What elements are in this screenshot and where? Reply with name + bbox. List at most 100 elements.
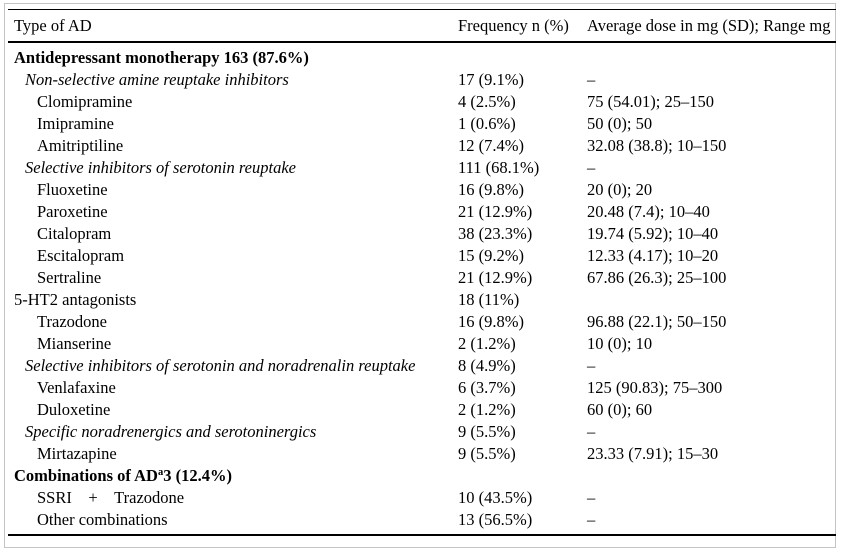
table-row: Paroxetine 21 (12.9%) 20.48 (7.4); 10–40: [8, 201, 836, 223]
column-header-type-of-ad: Type of AD: [14, 16, 92, 35]
type-of-ad-cell: Venlafaxine: [8, 377, 116, 399]
row-label: Mianserine: [37, 334, 112, 353]
dose-cell: 60 (0); 60: [587, 400, 653, 419]
dose-cell: 10 (0); 10: [587, 334, 653, 353]
table-row: Antidepressant monotherapy 163 (87.6%): [8, 47, 836, 69]
row-label: Mirtazapine: [37, 444, 117, 463]
type-of-ad-cell: Mianserine: [8, 333, 111, 355]
column-header-frequency: Frequency n (%): [458, 16, 569, 35]
type-of-ad-cell: Other combinations: [8, 509, 168, 531]
row-label: Selective inhibitors of serotonin reupta…: [25, 158, 296, 177]
frequency-cell: 2 (1.2%): [458, 334, 516, 353]
type-of-ad-cell: 5-HT2 antagonists: [8, 289, 136, 311]
dose-cell: 12.33 (4.17); 10–20: [587, 246, 719, 265]
dose-cell: 19.74 (5.92); 10–40: [587, 224, 719, 243]
row-label: Escitalopram: [37, 246, 125, 265]
type-of-ad-cell: Selective inhibitors of serotonin reupta…: [8, 157, 296, 179]
type-of-ad-cell: Paroxetine: [8, 201, 108, 223]
frequency-cell: 9 (5.5%): [458, 444, 516, 463]
type-of-ad-cell: Specific noradrenergics and serotoninerg…: [8, 421, 316, 443]
type-of-ad-cell: Amitriptiline: [8, 135, 123, 157]
dose-cell: –: [587, 422, 596, 441]
frequency-cell: 2 (1.2%): [458, 400, 516, 419]
dose-cell: 20.48 (7.4); 10–40: [587, 202, 710, 221]
row-label: Sertraline: [37, 268, 102, 287]
table-row: Combinations of ADa3 (12.4%): [8, 465, 836, 487]
table-row: Sertraline 21 (12.9%) 67.86 (26.3); 25–100: [8, 267, 836, 289]
row-label: Duloxetine: [37, 400, 111, 419]
dose-cell: –: [587, 510, 596, 529]
dose-cell: 125 (90.83); 75–300: [587, 378, 723, 397]
column-header-average-dose: Average dose in mg (SD); Range mg: [587, 16, 831, 35]
type-of-ad-cell: Non-selective amine reuptake inhibitors: [8, 69, 289, 91]
row-label: Trazodone: [37, 312, 107, 331]
row-label-suffix: 3 (12.4%): [163, 466, 232, 485]
type-of-ad-cell: Duloxetine: [8, 399, 110, 421]
frequency-cell: 8 (4.9%): [458, 356, 516, 375]
type-of-ad-cell: Selective inhibitors of serotonin and no…: [8, 355, 415, 377]
footnote-marker: a: [157, 467, 164, 478]
frequency-cell: 4 (2.5%): [458, 92, 516, 111]
table-row: Escitalopram 15 (9.2%) 12.33 (4.17); 10–20: [8, 245, 836, 267]
dose-cell: 67.86 (26.3); 25–100: [587, 268, 727, 287]
table-body: Antidepressant monotherapy 163 (87.6%) No…: [8, 43, 836, 536]
row-label: Specific noradrenergics and serotoninerg…: [25, 422, 317, 441]
frequency-cell: 18 (11%): [458, 290, 520, 309]
type-of-ad-cell: Imipramine: [8, 113, 114, 135]
table-row: Non-selective amine reuptake inhibitors 1…: [8, 69, 836, 91]
dose-cell: 20 (0); 20: [587, 180, 653, 199]
table-row: Clomipramine 4 (2.5%) 75 (54.01); 25–150: [8, 91, 836, 113]
table-row: SSRI + Trazodone 10 (43.5%) –: [8, 487, 836, 509]
frequency-cell: 1 (0.6%): [458, 114, 516, 133]
frequency-cell: 16 (9.8%): [458, 180, 524, 199]
type-of-ad-cell: Sertraline: [8, 267, 101, 289]
type-of-ad-cell: Escitalopram: [8, 245, 124, 267]
table-row: Citalopram 38 (23.3%) 19.74 (5.92); 10–40: [8, 223, 836, 245]
frequency-cell: 21 (12.9%): [458, 202, 533, 221]
table-row: Mirtazapine 9 (5.5%) 23.33 (7.91); 15–30: [8, 443, 836, 465]
row-label: Imipramine: [37, 114, 114, 133]
table-row: Other combinations 13 (56.5%) –: [8, 509, 836, 531]
frequency-cell: 17 (9.1%): [458, 70, 524, 89]
table-row: Selective inhibitors of serotonin and no…: [8, 355, 836, 377]
dose-cell: 50 (0); 50: [587, 114, 653, 133]
table-row: Specific noradrenergics and serotoninerg…: [8, 421, 836, 443]
row-label: Citalopram: [37, 224, 112, 243]
frequency-cell: 13 (56.5%): [458, 510, 533, 529]
type-of-ad-cell: Mirtazapine: [8, 443, 117, 465]
row-label: Non-selective amine reuptake inhibitors: [25, 70, 289, 89]
dose-cell: –: [587, 70, 596, 89]
dose-cell: –: [587, 356, 596, 375]
dose-cell: 23.33 (7.91); 15–30: [587, 444, 719, 463]
row-label: Venlafaxine: [37, 378, 116, 397]
row-label: Combinations of AD: [14, 466, 158, 485]
type-of-ad-cell: Combinations of ADa3 (12.4%): [8, 465, 232, 490]
table-row: Venlafaxine 6 (3.7%) 125 (90.83); 75–300: [8, 377, 836, 399]
type-of-ad-cell: Antidepressant monotherapy 163 (87.6%): [8, 47, 309, 69]
table-row: Fluoxetine 16 (9.8%) 20 (0); 20: [8, 179, 836, 201]
row-label: Fluoxetine: [37, 180, 108, 199]
table-row: Imipramine 1 (0.6%) 50 (0); 50: [8, 113, 836, 135]
frequency-cell: 111 (68.1%): [458, 158, 540, 177]
frequency-cell: 12 (7.4%): [458, 136, 524, 155]
frequency-cell: 6 (3.7%): [458, 378, 516, 397]
table-row: 5-HT2 antagonists 18 (11%): [8, 289, 836, 311]
row-label: SSRI + Trazodone: [37, 488, 185, 507]
frequency-cell: 15 (9.2%): [458, 246, 524, 265]
row-label: Antidepressant monotherapy 163 (87.6%): [14, 48, 309, 67]
type-of-ad-cell: Clomipramine: [8, 91, 132, 113]
antidepressant-table: Type of AD Frequency n (%) Average dose …: [8, 9, 836, 536]
table-row: Duloxetine 2 (1.2%) 60 (0); 60: [8, 399, 836, 421]
frequency-cell: 21 (12.9%): [458, 268, 533, 287]
type-of-ad-cell: Citalopram: [8, 223, 111, 245]
table-row: Trazodone 16 (9.8%) 96.88 (22.1); 50–150: [8, 311, 836, 333]
row-label: Amitriptiline: [37, 136, 124, 155]
frequency-cell: 38 (23.3%): [458, 224, 533, 243]
row-label: Selective inhibitors of serotonin and no…: [25, 356, 416, 375]
row-label: Other combinations: [37, 510, 168, 529]
dose-cell: 75 (54.01); 25–150: [587, 92, 714, 111]
dose-cell: 32.08 (38.8); 10–150: [587, 136, 727, 155]
table-row: Mianserine 2 (1.2%) 10 (0); 10: [8, 333, 836, 355]
table-row: Selective inhibitors of serotonin reupta…: [8, 157, 836, 179]
table-header-row: Type of AD Frequency n (%) Average dose …: [8, 9, 836, 43]
